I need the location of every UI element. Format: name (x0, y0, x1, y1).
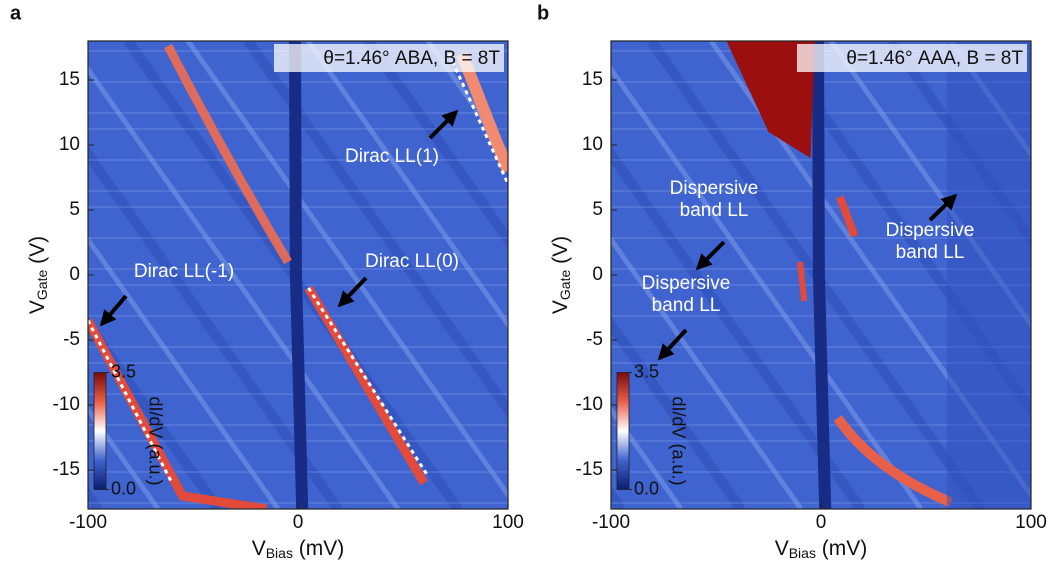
heatmap-shade (947, 41, 1031, 509)
y-label-symbol: V (549, 300, 572, 314)
heatmap-stripe (185, 41, 508, 500)
heatmap-stripe (88, 65, 401, 509)
heatmap (611, 41, 1031, 509)
colorbar-label: dI/dV (a.u.) (668, 396, 688, 485)
y-tick-label: -5 (63, 329, 80, 350)
y-axis-label: VGate (V) (26, 236, 50, 314)
x-axis-label: VBias (mV) (252, 537, 345, 561)
heatmap-stripe (88, 235, 281, 509)
x-label-symbol: V (775, 537, 789, 560)
heatmap-stripe (88, 315, 223, 509)
annotation: band LL (652, 295, 721, 316)
annotation-arrow (657, 328, 688, 361)
colorbar-label: dI/dV (a.u.) (145, 396, 165, 485)
heatmap-stripe (611, 145, 866, 509)
panel-title: θ=1.46° ABA, B = 8T (323, 48, 500, 69)
annotation: Dirac LL(-1) (134, 261, 234, 282)
heatmap-stripe (363, 41, 508, 249)
x-tick-label: 100 (1015, 512, 1047, 533)
heatmap-stripe (243, 41, 508, 419)
x-label-subscript: Bias (789, 545, 816, 561)
heatmap-stripe (0, 41, 38, 509)
y-tick-label: 5 (592, 199, 603, 220)
title-box (274, 44, 504, 72)
y-tick-label: 10 (582, 134, 603, 155)
heatmap-dip (812, 41, 832, 509)
annotation: band LL (680, 200, 749, 221)
x-tick-label: 100 (492, 512, 524, 533)
colorbar (93, 372, 107, 490)
y-tick-label: -5 (586, 329, 603, 350)
y-label-subscript: Gate (34, 270, 50, 301)
annotation-arrow (428, 109, 459, 140)
y-label-unit: (V) (549, 236, 572, 270)
annotation: Dispersive (642, 273, 731, 294)
heatmap-stripe (305, 41, 508, 329)
heatmap-stripe (611, 65, 924, 509)
heatmap-dip (289, 41, 309, 509)
x-axis-label: VBias (mV) (775, 537, 868, 561)
colorbar (616, 372, 630, 490)
y-tick-label: 10 (59, 134, 80, 155)
colorbar-tick-label: 3.5 (111, 361, 136, 381)
y-tick-label: 0 (69, 264, 80, 285)
colorbar-tick-label: 0.0 (634, 478, 659, 498)
annotation-arrow (695, 240, 726, 271)
heatmap-stripe (611, 235, 804, 509)
panel-label: b (537, 2, 549, 24)
y-axis-label: VGate (V) (549, 236, 573, 314)
colorbar-tick-label: 0.0 (111, 478, 136, 498)
heatmap-peak (726, 41, 815, 158)
y-tick-label: 15 (582, 69, 603, 90)
x-label-unit: (mV) (816, 537, 867, 560)
annotation-arrow (337, 276, 368, 308)
heatmap (0, 41, 508, 509)
y-tick-label: -15 (576, 459, 603, 480)
heatmap-stripe (886, 41, 1031, 249)
annotation: band LL (896, 242, 965, 263)
heatmap-peak (797, 261, 808, 302)
heatmap-peak (304, 285, 428, 486)
x-label-symbol: V (252, 537, 266, 560)
annotation-arrow (99, 294, 128, 327)
panel-label: a (10, 2, 22, 24)
heatmap-stripe (766, 41, 1031, 419)
annotation-arrow (928, 193, 958, 222)
y-tick-label: -15 (53, 459, 80, 480)
y-label-subscript: Gate (557, 270, 573, 301)
x-label-unit: (mV) (293, 537, 344, 560)
y-tick-label: -10 (53, 394, 80, 415)
y-tick-label: 15 (59, 69, 80, 90)
x-tick-label: -100 (592, 512, 630, 533)
heatmap-peak (836, 195, 859, 238)
x-label-subscript: Bias (266, 545, 293, 561)
x-tick-label: 0 (293, 512, 304, 533)
y-tick-label: 0 (592, 264, 603, 285)
colorbar-tick-label: 3.5 (634, 361, 659, 381)
panel-title: θ=1.46° AAA, B = 8T (846, 48, 1023, 69)
annotation: Dirac LL(0) (365, 251, 459, 272)
y-tick-label: 5 (69, 199, 80, 220)
y-label-unit: (V) (26, 236, 49, 270)
heatmap-peak (164, 43, 292, 265)
title-box (797, 44, 1027, 72)
annotation: Dispersive (670, 178, 759, 199)
y-label-symbol: V (26, 300, 49, 314)
heatmap-stripe (611, 315, 746, 509)
annotation: Dirac LL(1) (345, 146, 439, 167)
guide-dashed (307, 287, 430, 478)
heatmap-peak (456, 51, 508, 174)
heatmap-stripe (88, 145, 343, 509)
heatmap-peak (833, 415, 954, 508)
annotation: Dispersive (886, 220, 975, 241)
y-tick-label: -10 (576, 394, 603, 415)
guide-dashed (88, 319, 174, 484)
x-tick-label: -100 (69, 512, 107, 533)
x-tick-label: 0 (816, 512, 827, 533)
